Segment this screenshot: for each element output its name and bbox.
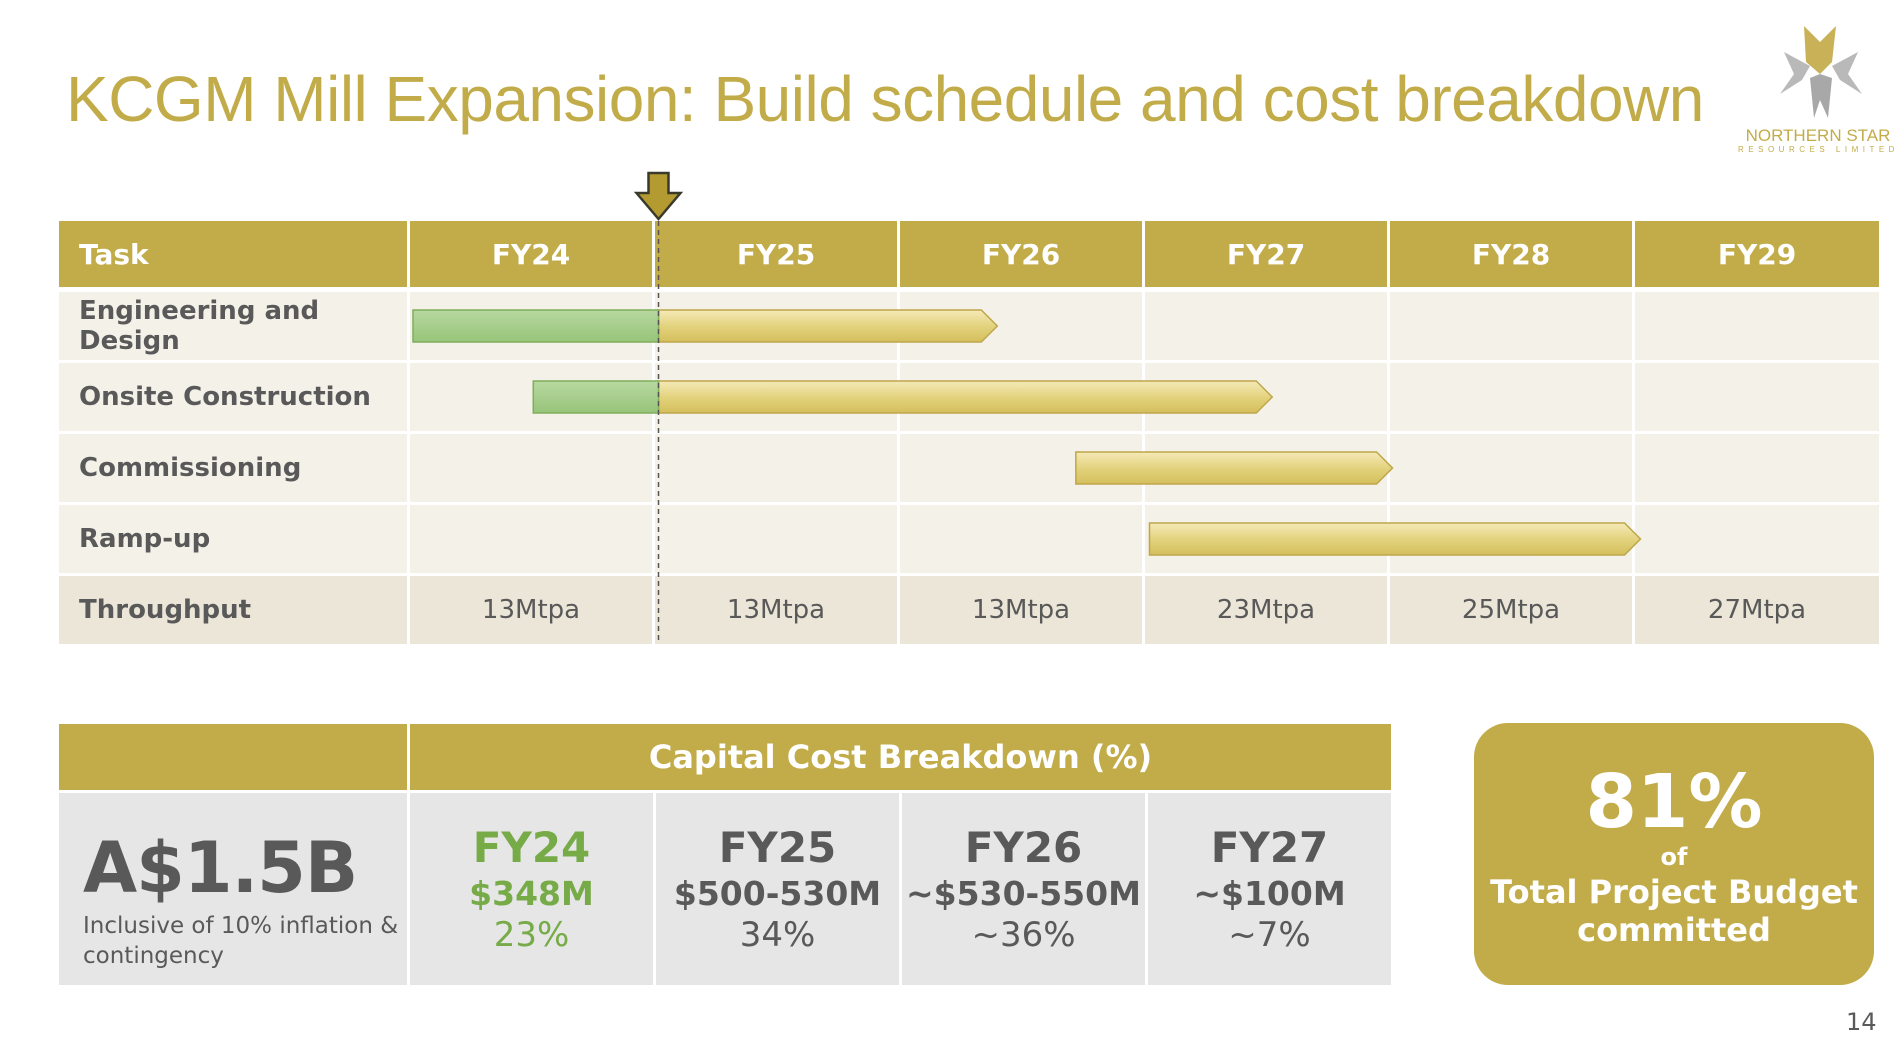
capital-percent: ~7% bbox=[1228, 915, 1311, 955]
year-header: FY24 bbox=[410, 221, 655, 287]
capital-percent: ~36% bbox=[971, 915, 1076, 955]
throughput-label: Throughput bbox=[59, 576, 410, 644]
capital-header-blank bbox=[59, 724, 407, 790]
capital-header: Capital Cost Breakdown (%) bbox=[410, 724, 1391, 790]
gantt-row: Onsite Construction bbox=[59, 363, 1879, 431]
gantt-row: Engineering and Design bbox=[59, 292, 1879, 360]
task-label: Engineering and Design bbox=[59, 292, 410, 360]
gantt-row: Ramp-up bbox=[59, 505, 1879, 573]
capital-total-note: Inclusive of 10% inflation & contingency bbox=[83, 913, 399, 969]
budget-line-1: Total Project Budget bbox=[1490, 873, 1858, 911]
throughput-value: 25Mtpa bbox=[1390, 576, 1635, 644]
year-header: FY27 bbox=[1145, 221, 1390, 287]
slide-title: KCGM Mill Expansion: Build schedule and … bbox=[66, 63, 1704, 135]
capital-total: A$1.5B bbox=[83, 827, 358, 909]
task-label: Onsite Construction bbox=[59, 363, 410, 431]
logo-subtitle: RESOURCES LIMITED bbox=[1738, 145, 1899, 154]
throughput-value: 13Mtpa bbox=[655, 576, 900, 644]
capital-year: FY26 bbox=[964, 823, 1083, 872]
budget-percent: 81% bbox=[1585, 759, 1763, 845]
budget-line-2: committed bbox=[1577, 911, 1771, 949]
capital-year: FY24 bbox=[472, 823, 591, 872]
capital-amount: ~$100M bbox=[1193, 874, 1346, 913]
company-logo: NORTHERN STAR RESOURCES LIMITED bbox=[1738, 22, 1898, 162]
budget-of: of bbox=[1660, 843, 1688, 871]
task-header: Task bbox=[59, 221, 410, 287]
star-logo-icon bbox=[1780, 26, 1862, 118]
page-number: 14 bbox=[1846, 1008, 1877, 1036]
throughput-value: 27Mtpa bbox=[1707, 595, 1807, 625]
capital-total-cell: A$1.5B Inclusive of 10% inflation & cont… bbox=[59, 793, 407, 985]
throughput-value: 23Mtpa bbox=[1145, 576, 1390, 644]
capital-year: FY25 bbox=[718, 823, 837, 872]
throughput-row: Throughput 13Mtpa 13Mtpa 13Mtpa 23Mtpa 2… bbox=[59, 576, 1879, 644]
year-header: FY25 bbox=[655, 221, 900, 287]
capital-amount: $500-530M bbox=[673, 874, 882, 913]
gantt-row: Commissioning bbox=[59, 434, 1879, 502]
throughput-value: 13Mtpa bbox=[900, 576, 1145, 644]
capital-amount: ~$530-550M bbox=[906, 874, 1141, 913]
year-header: FY26 bbox=[900, 221, 1145, 287]
capital-amount: $348M bbox=[469, 874, 594, 913]
capital-percent: 34% bbox=[739, 915, 816, 955]
budget-committed-card: 81% of Total Project Budget committed bbox=[1474, 723, 1874, 985]
year-header: FY28 bbox=[1390, 221, 1635, 287]
capital-year: FY27 bbox=[1210, 823, 1329, 872]
current-date-arrow-icon bbox=[633, 171, 684, 221]
year-header: FY29 bbox=[1717, 237, 1797, 271]
capital-year-cell: FY24 $348M 23% bbox=[410, 793, 653, 985]
capital-year-cell: FY25 $500-530M 34% bbox=[656, 793, 899, 985]
throughput-value: 13Mtpa bbox=[410, 576, 655, 644]
capital-percent: 23% bbox=[493, 915, 570, 955]
task-label: Ramp-up bbox=[59, 505, 410, 573]
logo-name: NORTHERN STAR bbox=[1745, 126, 1891, 145]
capital-year-cell: FY26 ~$530-550M ~36% bbox=[902, 793, 1145, 985]
task-label: Commissioning bbox=[59, 434, 410, 502]
gantt-header: Task FY24 FY25 FY26 FY27 FY28 FY29 bbox=[59, 221, 1879, 287]
capital-year-cell: FY27 ~$100M ~7% bbox=[1148, 793, 1391, 985]
